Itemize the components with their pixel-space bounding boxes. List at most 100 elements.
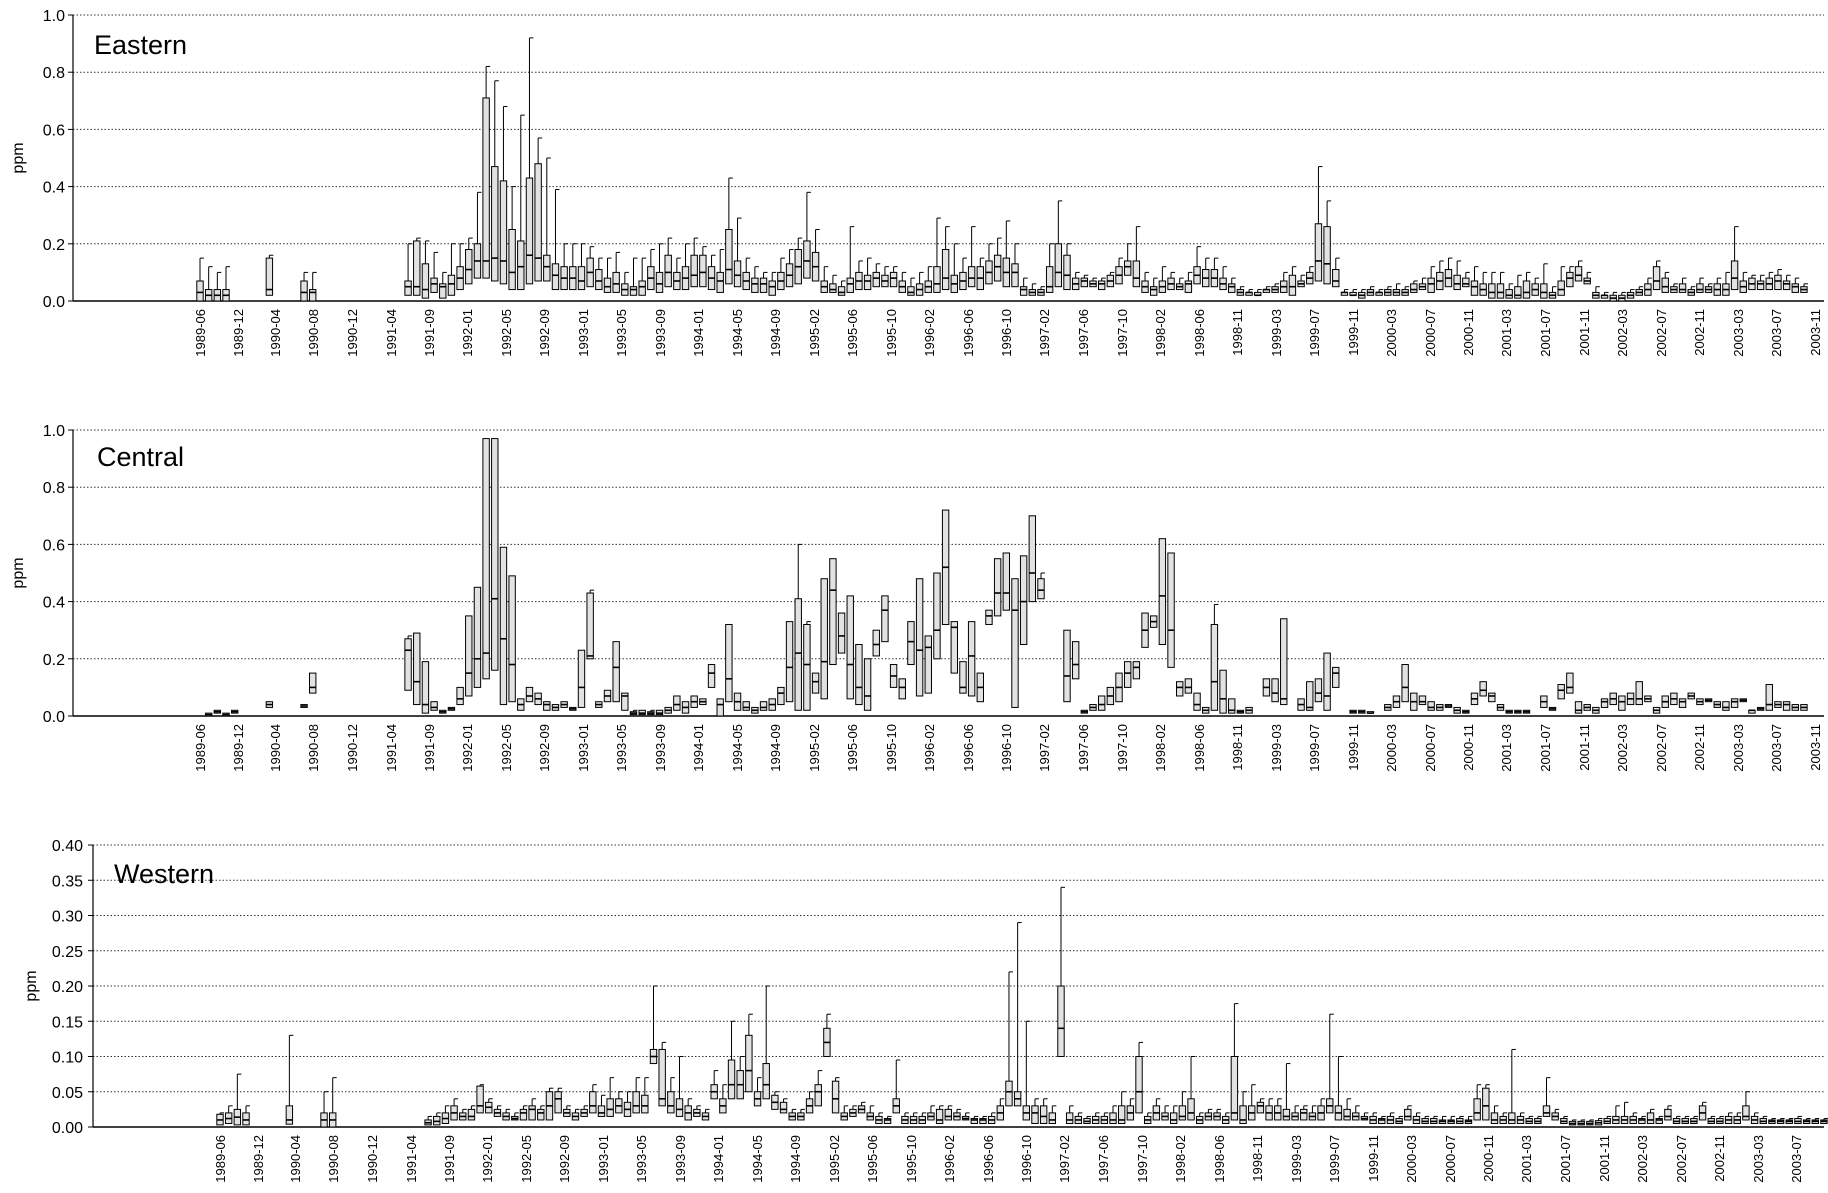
box-iqr (265, 257, 274, 296)
box-iqr (1410, 283, 1418, 293)
box-plot (1089, 277, 1098, 288)
box-plot (797, 1108, 805, 1121)
box-plot (1592, 706, 1600, 714)
box-iqr (1178, 1105, 1187, 1121)
box-plot (1300, 1105, 1308, 1121)
box-plot (1334, 1056, 1343, 1121)
box-iqr (762, 1063, 770, 1100)
box-plot (1011, 243, 1019, 288)
box-iqr (1031, 1105, 1039, 1124)
box-iqr (803, 623, 811, 711)
x-tick-label: 1989-12 (231, 309, 246, 357)
box-iqr (933, 266, 941, 293)
box-plot (1713, 277, 1722, 296)
box-plot (196, 257, 204, 302)
box-plot (1306, 266, 1314, 285)
box-plot (1323, 200, 1332, 285)
box-plot (927, 1105, 935, 1121)
box-iqr (1574, 266, 1583, 282)
box-plot (1097, 695, 1106, 711)
box-iqr (1496, 283, 1505, 299)
box-iqr (993, 254, 1002, 282)
box-plot (623, 1091, 632, 1117)
box-plot (924, 266, 933, 293)
box-plot (1184, 678, 1193, 694)
x-tick-label: 1989-06 (213, 1135, 228, 1183)
box-plot (430, 251, 439, 293)
box-plot (606, 1077, 615, 1117)
box-iqr (551, 263, 560, 291)
box-plot (1678, 277, 1687, 293)
x-tick-label: 1993-09 (653, 309, 668, 357)
box-iqr (1011, 263, 1019, 288)
box-iqr (586, 592, 594, 660)
box-iqr (603, 277, 612, 293)
x-tick-label: 1996-02 (922, 724, 937, 772)
x-tick-label: 2000-03 (1384, 309, 1399, 357)
box-plot (1652, 260, 1661, 291)
box-plot (1540, 263, 1548, 299)
x-tick-label: 1997-02 (1037, 724, 1052, 772)
box-plot (742, 701, 750, 711)
box-iqr (1109, 1112, 1117, 1124)
box-plot (1161, 1105, 1170, 1121)
box-iqr (421, 263, 430, 299)
box-plot (944, 1105, 953, 1121)
box-plot (675, 1056, 684, 1117)
x-tick-label: 1995-10 (884, 309, 899, 357)
box-plot (1774, 701, 1782, 708)
x-tick-label: 1992-01 (460, 309, 475, 357)
box-plot (1421, 1115, 1430, 1124)
box-iqr (1210, 623, 1219, 711)
box-plot (224, 1105, 233, 1124)
box-plot (1358, 709, 1366, 714)
y-tick-label: 0.2 (43, 652, 65, 669)
box-plot (485, 1098, 493, 1114)
box-iqr (1019, 555, 1028, 646)
box-iqr (1730, 260, 1739, 291)
x-tick-label: 1991-04 (404, 1135, 419, 1183)
box-iqr (491, 438, 499, 671)
box-plot (690, 237, 699, 288)
box-plot (1349, 289, 1358, 297)
box-plot (953, 1108, 961, 1121)
box-plot (1080, 274, 1089, 288)
box-plot (499, 106, 508, 285)
box-iqr (577, 649, 586, 708)
box-plot (1427, 266, 1436, 293)
box-iqr (1542, 1105, 1551, 1117)
box-iqr (811, 672, 820, 694)
y-tick-label: 0.25 (52, 944, 83, 961)
box-plot (1106, 271, 1115, 288)
x-tick-label: 1992-05 (519, 1135, 534, 1183)
box-iqr (1696, 283, 1704, 293)
box-iqr (846, 277, 854, 293)
box-plot (1202, 706, 1210, 714)
box-plot (1065, 1105, 1074, 1124)
box-plot (1019, 555, 1028, 646)
box-plot (1132, 226, 1141, 288)
box-iqr (1508, 1112, 1516, 1124)
box-plot (1499, 1112, 1508, 1124)
box-plot (1716, 1115, 1724, 1124)
box-plot (1482, 1084, 1490, 1121)
box-plot (1462, 271, 1470, 288)
box-plot (569, 243, 577, 291)
box-plot (1236, 286, 1245, 296)
box-plot (1704, 698, 1713, 703)
x-tick-label: 2001-11 (1577, 724, 1592, 771)
box-iqr (508, 575, 516, 703)
x-tick-label: 1997-02 (1057, 1135, 1072, 1183)
box-plot (1297, 698, 1305, 711)
box-iqr (1288, 274, 1297, 296)
box-plot (716, 249, 725, 293)
box-plot (560, 701, 568, 708)
box-plot (872, 629, 880, 657)
box-plot (1418, 695, 1427, 706)
box-plot (785, 621, 794, 703)
box-iqr (967, 266, 976, 288)
x-tick-label: 2003-07 (1789, 1135, 1804, 1183)
box-iqr (537, 1108, 545, 1121)
x-tick-label: 1997-10 (1135, 1135, 1150, 1183)
box-iqr (1332, 666, 1340, 688)
